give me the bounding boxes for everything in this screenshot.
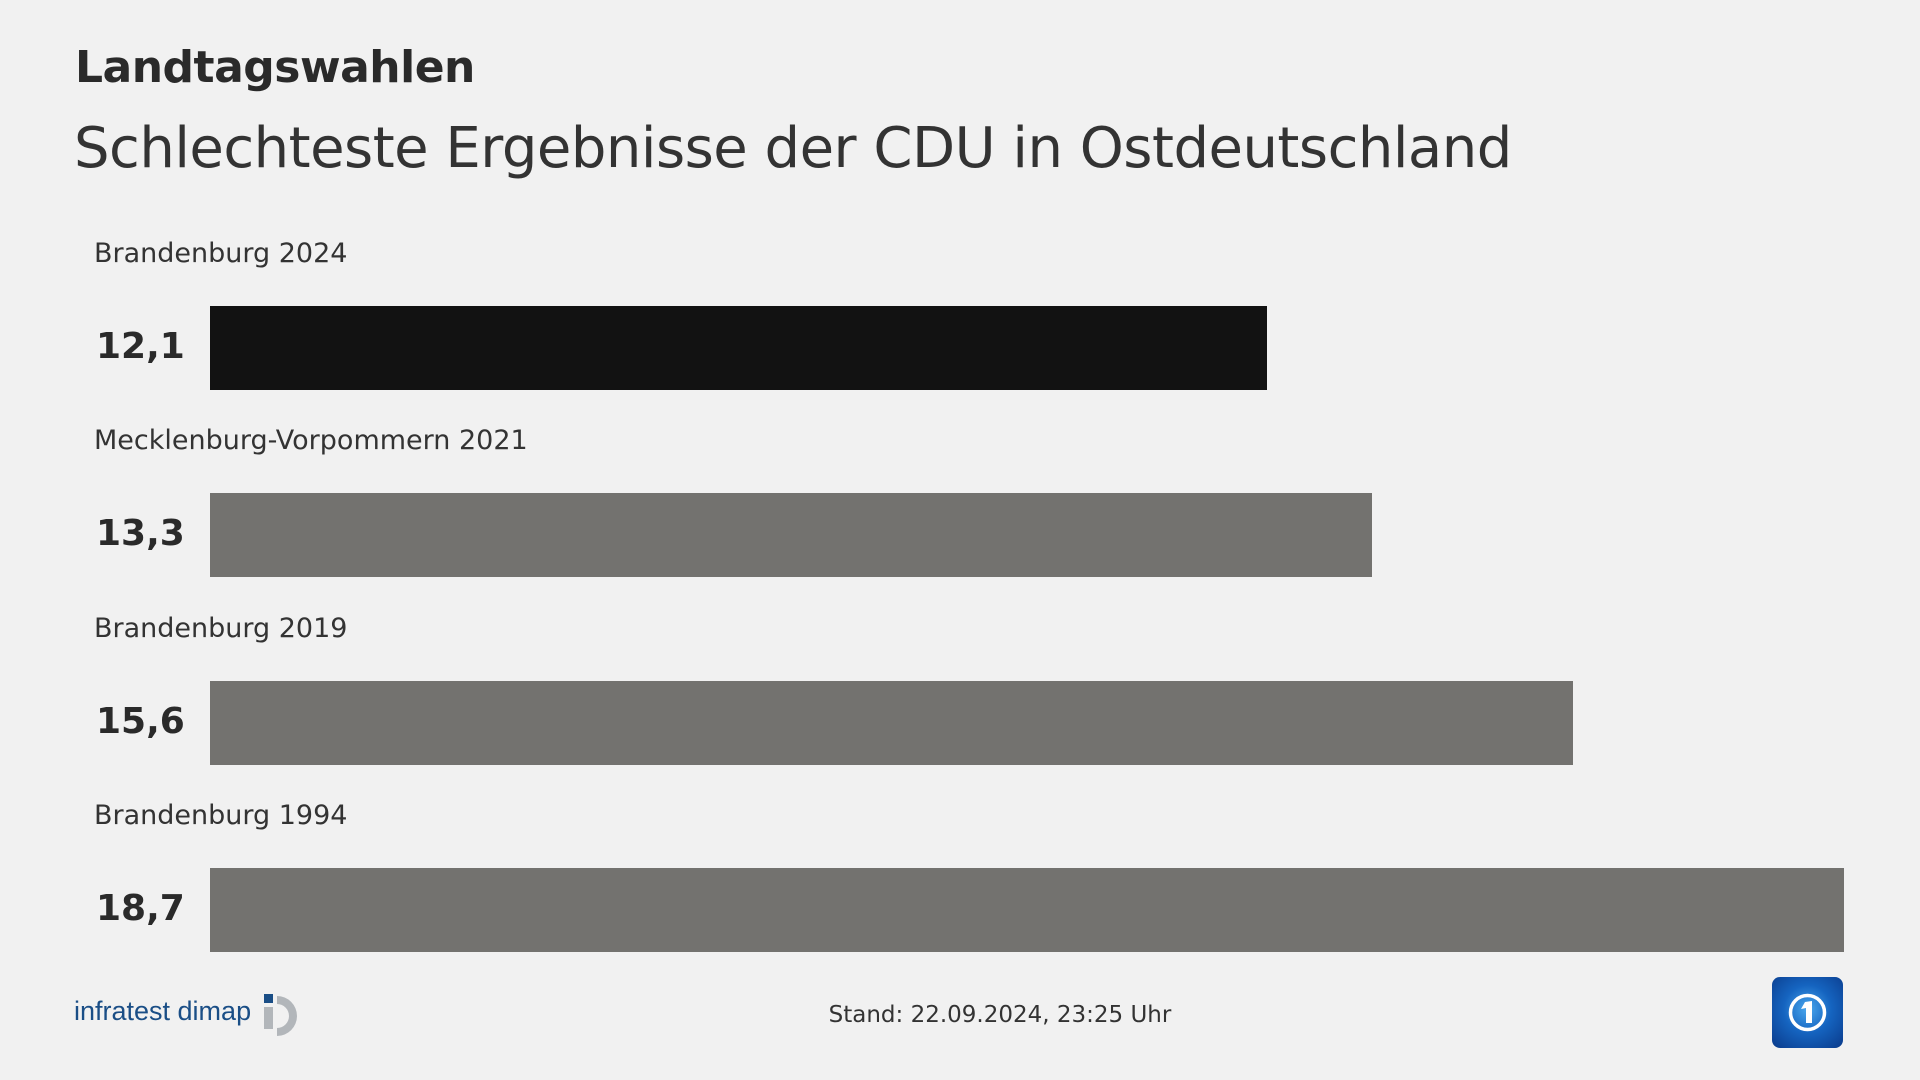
bar (210, 681, 1574, 765)
value-label: 18,7 (96, 888, 185, 929)
value-label: 15,6 (96, 701, 185, 742)
bar (210, 868, 1844, 952)
stand-timestamp: Stand: 22.09.2024, 23:25 Uhr (828, 1002, 1172, 1028)
chart-title: Schlechteste Ergebnisse der CDU in Ostde… (74, 116, 1512, 181)
value-label: 13,3 (96, 513, 185, 554)
tagesschau-globe-icon (1772, 977, 1843, 1048)
category-label: Brandenburg 2024 (94, 238, 348, 269)
infratest-dimap-logo-icon (264, 994, 297, 1036)
category-label: Brandenburg 2019 (94, 613, 348, 644)
category-label: Mecklenburg-Vorpommern 2021 (94, 425, 528, 456)
bar (210, 306, 1268, 390)
category-label: Brandenburg 1994 (94, 800, 348, 831)
source-label: infratest dimap (74, 996, 252, 1026)
chart-kicker: Landtagswahlen (75, 42, 475, 93)
bar (210, 493, 1373, 577)
value-label: 12,1 (96, 326, 185, 367)
